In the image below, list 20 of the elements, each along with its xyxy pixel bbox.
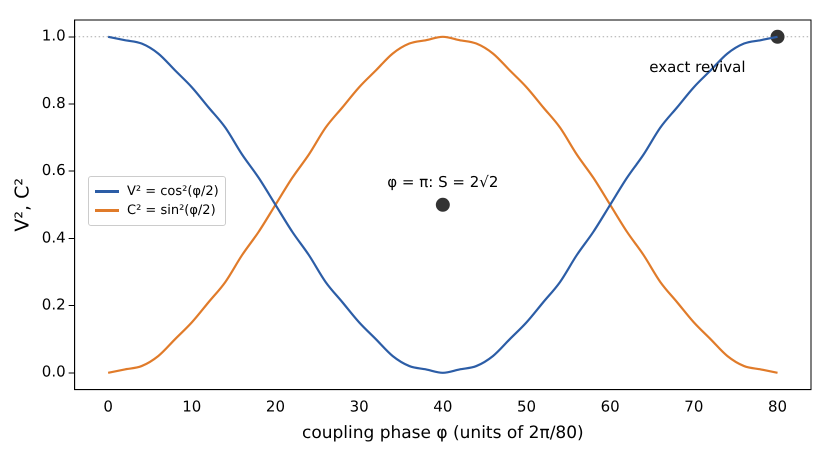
annotation: φ = π: S = 2√2 — [387, 173, 498, 192]
x-tick-label: 30 — [350, 397, 369, 416]
y-tick-label: 0.8 — [42, 94, 66, 112]
y-tick-label: 0.0 — [42, 362, 66, 381]
legend-label: C² = sin²(φ/2) — [127, 203, 216, 218]
y-tick-label: 0.4 — [42, 228, 66, 246]
y-axis-title: V², C² — [11, 178, 34, 232]
x-tick-label: 50 — [516, 397, 536, 416]
legend-label: V² = cos²(φ/2) — [127, 184, 219, 199]
x-tick-label: 40 — [433, 397, 452, 416]
y-tick-label: 0.6 — [42, 161, 66, 180]
x-tick-label: 60 — [600, 397, 620, 416]
x-tick-label: 10 — [182, 397, 202, 416]
x-tick-label: 70 — [684, 397, 704, 416]
y-tick-label: 1.0 — [42, 26, 66, 45]
y-tick-label: 0.2 — [42, 295, 66, 314]
x-tick-label: 0 — [103, 397, 113, 416]
x-tick-label: 80 — [768, 397, 788, 416]
x-tick-label: 20 — [266, 397, 286, 416]
x-axis-title: coupling phase φ (units of 2π/80) — [302, 423, 584, 444]
